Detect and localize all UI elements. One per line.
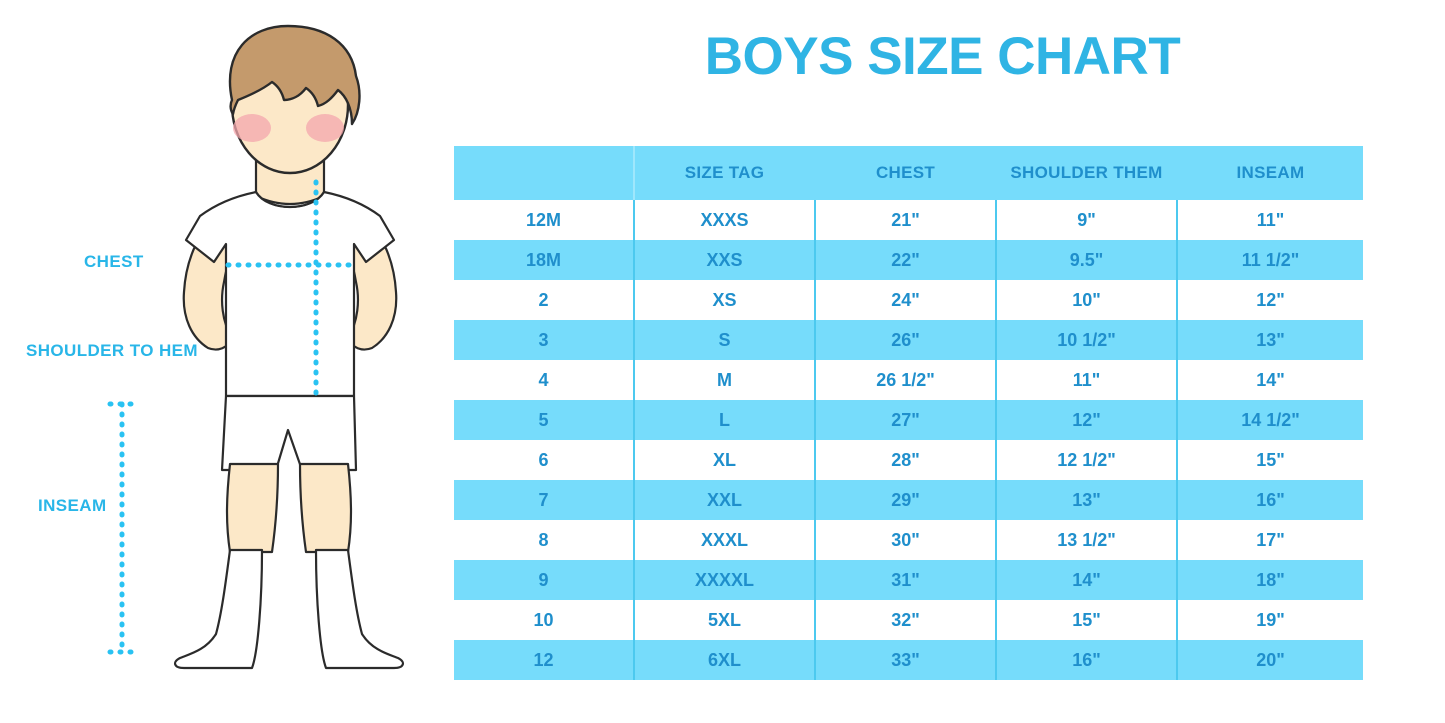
cell-inseam: 17" xyxy=(1177,520,1363,560)
cell-inseam: 14 1/2" xyxy=(1177,400,1363,440)
cell-chest: 24" xyxy=(815,280,997,320)
cell-chest: 26 1/2" xyxy=(815,360,997,400)
table-row: 18M XXS 22" 9.5" 11 1/2" xyxy=(454,240,1363,280)
cell-shoulder: 9" xyxy=(996,200,1178,240)
table-row: 8 XXXL 30" 13 1/2" 17" xyxy=(454,520,1363,560)
cell-shoulder: 12" xyxy=(996,400,1178,440)
cell-chest: 29" xyxy=(815,480,997,520)
table-row: 12 6XL 33" 16" 20" xyxy=(454,640,1363,680)
table-row: 4 M 26 1/2" 11" 14" xyxy=(454,360,1363,400)
cell-size: 4 xyxy=(454,360,635,400)
table-row: 12M XXXS 21" 9" 11" xyxy=(454,200,1363,240)
cell-size: 18M xyxy=(454,240,635,280)
table-row: 7 XXL 29" 13" 16" xyxy=(454,480,1363,520)
cell-shoulder: 13 1/2" xyxy=(996,520,1178,560)
cell-size: 2 xyxy=(454,280,635,320)
cell-size: 7 xyxy=(454,480,635,520)
cell-size-tag: XXL xyxy=(634,480,816,520)
cell-shoulder: 11" xyxy=(996,360,1178,400)
cell-inseam: 16" xyxy=(1177,480,1363,520)
cell-size: 3 xyxy=(454,320,635,360)
cell-size-tag: M xyxy=(634,360,816,400)
page-title: BOYS SIZE CHART xyxy=(704,27,1181,86)
column-header-size-tag: SIZE TAG xyxy=(634,146,816,200)
left-thigh xyxy=(225,462,280,554)
cell-size-tag: XS xyxy=(634,280,816,320)
right-sock xyxy=(314,548,404,670)
table-row: 6 XL 28" 12 1/2" 15" xyxy=(454,440,1363,480)
cell-size-tag: S xyxy=(634,320,816,360)
cell-inseam: 12" xyxy=(1177,280,1363,320)
cell-chest: 33" xyxy=(815,640,997,680)
inseam-label: INSEAM xyxy=(38,496,107,515)
cell-shoulder: 10 1/2" xyxy=(996,320,1178,360)
cell-shoulder: 12 1/2" xyxy=(996,440,1178,480)
cell-size: 12 xyxy=(454,640,635,680)
cell-size: 5 xyxy=(454,400,635,440)
cell-size: 8 xyxy=(454,520,635,560)
cell-size-tag: XXXS xyxy=(634,200,816,240)
hair-shape xyxy=(228,24,361,126)
left-cheek xyxy=(233,114,271,142)
cell-chest: 26" xyxy=(815,320,997,360)
column-header-chest: CHEST xyxy=(815,146,997,200)
cell-size: 9 xyxy=(454,560,635,600)
cell-size-tag: XL xyxy=(634,440,816,480)
left-sock xyxy=(174,548,264,670)
table-row: 5 L 27" 12" 14 1/2" xyxy=(454,400,1363,440)
cell-shoulder: 14" xyxy=(996,560,1178,600)
cell-chest: 30" xyxy=(815,520,997,560)
table-row: 9 XXXXL 31" 14" 18" xyxy=(454,560,1363,600)
cell-size-tag: L xyxy=(634,400,816,440)
cell-chest: 21" xyxy=(815,200,997,240)
chart-panel: BOYS SIZE CHART SIZE TAG CHEST SHOULDER … xyxy=(440,0,1445,723)
table-header-row: SIZE TAG CHEST SHOULDER THEM INSEAM xyxy=(454,146,1363,200)
cell-chest: 32" xyxy=(815,600,997,640)
right-cheek xyxy=(306,114,344,142)
illustration-panel: CHEST SHOULDER TO HEM INSEAM xyxy=(0,0,440,723)
cell-shoulder: 13" xyxy=(996,480,1178,520)
table-body: 12M XXXS 21" 9" 11" 18M XXS 22" 9.5" 11 1/2" 2 XS 24… xyxy=(454,200,1363,680)
shorts-shape xyxy=(220,394,358,472)
cell-size-tag: XXXL xyxy=(634,520,816,560)
cell-inseam: 15" xyxy=(1177,440,1363,480)
table-row: 10 5XL 32" 15" 19" xyxy=(454,600,1363,640)
cell-size-tag: XXXXL xyxy=(634,560,816,600)
cell-size-tag: 5XL xyxy=(634,600,816,640)
boy-illustration xyxy=(107,24,404,670)
cell-shoulder: 10" xyxy=(996,280,1178,320)
cell-inseam: 20" xyxy=(1177,640,1363,680)
cell-size-tag: XXS xyxy=(634,240,816,280)
column-header-size xyxy=(454,146,635,200)
cell-inseam: 19" xyxy=(1177,600,1363,640)
cell-shoulder: 9.5" xyxy=(996,240,1178,280)
cell-chest: 22" xyxy=(815,240,997,280)
cell-shoulder: 15" xyxy=(996,600,1178,640)
cell-shoulder: 16" xyxy=(996,640,1178,680)
cell-inseam: 11 1/2" xyxy=(1177,240,1363,280)
size-chart-table: SIZE TAG CHEST SHOULDER THEM INSEAM 12M X… xyxy=(454,146,1363,680)
cell-inseam: 13" xyxy=(1177,320,1363,360)
table-header: SIZE TAG CHEST SHOULDER THEM INSEAM xyxy=(454,146,1363,200)
cell-size: 10 xyxy=(454,600,635,640)
cell-chest: 27" xyxy=(815,400,997,440)
cell-size-tag: 6XL xyxy=(634,640,816,680)
cell-inseam: 18" xyxy=(1177,560,1363,600)
right-thigh xyxy=(298,462,353,554)
chest-label: CHEST xyxy=(84,252,144,271)
tshirt-collar xyxy=(255,191,325,208)
table-row: 3 S 26" 10 1/2" 13" xyxy=(454,320,1363,360)
table-row: 2 XS 24" 10" 12" xyxy=(454,280,1363,320)
cell-size: 6 xyxy=(454,440,635,480)
column-header-inseam: INSEAM xyxy=(1177,146,1363,200)
cell-inseam: 14" xyxy=(1177,360,1363,400)
cell-inseam: 11" xyxy=(1177,200,1363,240)
shoulder-to-hem-label: SHOULDER TO HEM xyxy=(26,341,198,360)
column-header-shoulder: SHOULDER THEM xyxy=(996,146,1178,200)
cell-size: 12M xyxy=(454,200,635,240)
cell-chest: 28" xyxy=(815,440,997,480)
cell-chest: 31" xyxy=(815,560,997,600)
